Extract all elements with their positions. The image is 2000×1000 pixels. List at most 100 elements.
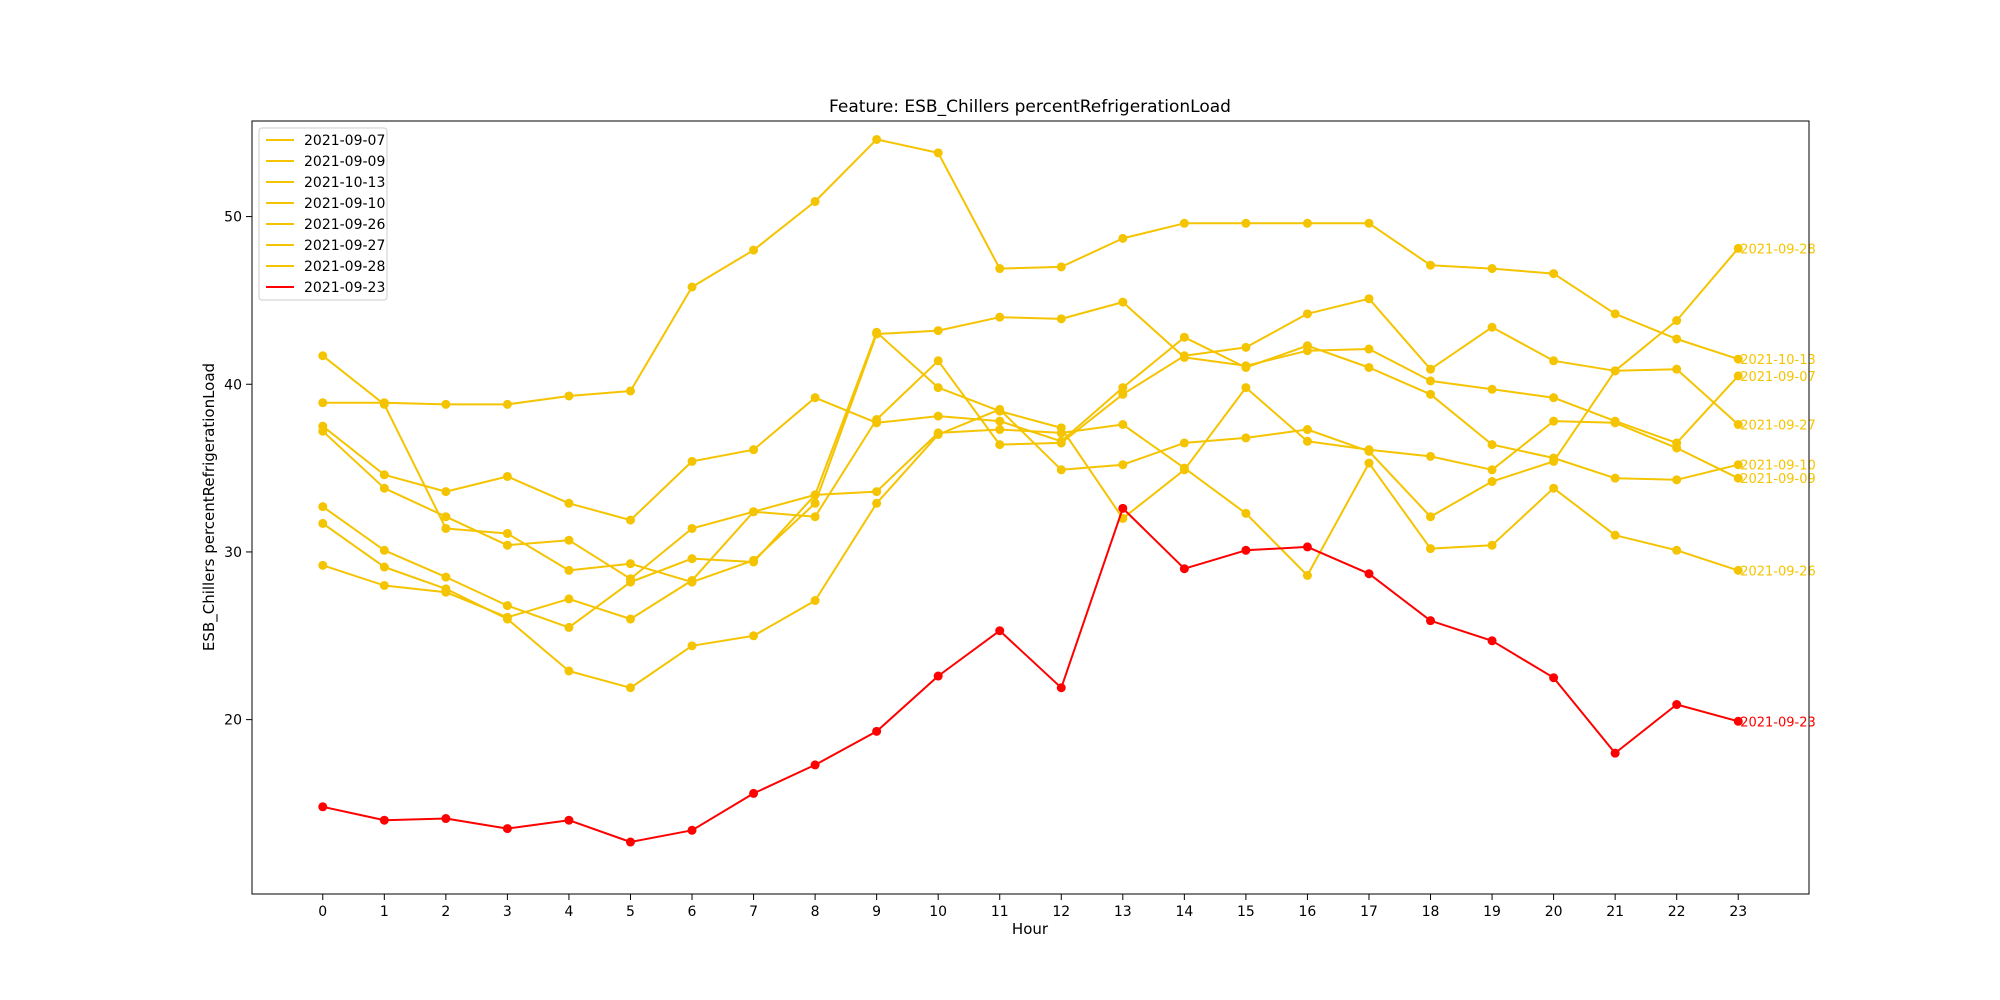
data-point <box>1302 570 1312 580</box>
x-tick-label: 20 <box>1545 904 1563 920</box>
data-point <box>749 631 759 641</box>
data-point <box>1672 334 1682 344</box>
data-point <box>1672 475 1682 485</box>
data-point <box>749 245 759 255</box>
data-point <box>1241 362 1251 372</box>
data-point <box>318 802 328 812</box>
data-point <box>933 148 943 158</box>
data-point <box>872 414 882 424</box>
series-end-label: 2021-10-13 <box>1740 353 1816 368</box>
data-point <box>1672 443 1682 453</box>
data-point <box>1733 460 1743 470</box>
data-point <box>1241 383 1251 393</box>
data-point <box>1426 376 1436 386</box>
data-point <box>1056 314 1066 324</box>
data-point <box>1364 446 1374 456</box>
y-axis-title: ESB_Chillers percentRefrigerationLoad <box>200 363 219 651</box>
x-tick-label: 18 <box>1422 904 1440 920</box>
data-point <box>625 386 635 396</box>
data-point <box>1549 673 1559 683</box>
data-point <box>625 515 635 525</box>
series-2021-09-26 <box>318 419 1743 624</box>
data-point <box>625 837 635 847</box>
data-point <box>379 470 389 480</box>
data-point <box>1241 218 1251 228</box>
data-point <box>379 562 389 572</box>
series-layer <box>318 134 1743 847</box>
data-point <box>502 614 512 624</box>
data-point <box>933 326 943 336</box>
data-point <box>318 502 328 512</box>
data-point <box>318 398 328 408</box>
series-2021-09-23 <box>318 503 1743 847</box>
y-tick-label: 20 <box>224 713 242 729</box>
legend-label: 2021-09-23 <box>304 280 385 296</box>
x-tick-label: 7 <box>749 904 758 920</box>
data-point <box>1179 564 1189 574</box>
data-point <box>1056 428 1066 438</box>
data-point <box>625 683 635 693</box>
series-end-label: 2021-09-07 <box>1740 370 1816 385</box>
data-point <box>1672 364 1682 374</box>
data-point <box>872 726 882 736</box>
x-tick-label: 5 <box>626 904 635 920</box>
data-point <box>1733 243 1743 253</box>
data-point <box>933 671 943 681</box>
legend-label: 2021-09-28 <box>304 259 385 275</box>
data-point <box>502 399 512 409</box>
data-point <box>1610 418 1620 428</box>
data-point <box>1426 260 1436 270</box>
data-point <box>564 535 574 545</box>
x-tick-label: 6 <box>688 904 697 920</box>
legend-label: 2021-09-26 <box>304 217 385 233</box>
data-point <box>1672 700 1682 710</box>
data-point <box>1549 356 1559 366</box>
data-point <box>1056 438 1066 448</box>
data-point <box>564 565 574 575</box>
x-tick-label: 11 <box>991 904 1009 920</box>
data-point <box>625 614 635 624</box>
data-point <box>1426 389 1436 399</box>
plot-frame <box>251 120 1810 895</box>
data-point <box>1487 384 1497 394</box>
data-point <box>379 815 389 825</box>
data-point <box>810 490 820 500</box>
x-axis: 0 1 2 3 4 5 6 7 8 9 10 11 12 13 14 15 16 17 18 19 20 21 22 23 <box>318 894 1747 920</box>
data-point <box>933 411 943 421</box>
y-tick-label: 40 <box>224 377 242 393</box>
data-point <box>1610 366 1620 376</box>
data-point <box>564 815 574 825</box>
data-point <box>1426 512 1436 522</box>
data-point <box>810 512 820 522</box>
data-point <box>502 471 512 481</box>
x-tick-label: 17 <box>1360 904 1378 920</box>
series-end-label: 2021-09-27 <box>1740 418 1816 433</box>
data-point <box>687 456 697 466</box>
x-tick-label: 8 <box>811 904 820 920</box>
x-tick-label: 19 <box>1483 904 1501 920</box>
data-point <box>1733 473 1743 483</box>
data-point <box>1118 233 1128 243</box>
data-point <box>1549 456 1559 466</box>
data-point <box>687 825 697 835</box>
data-point <box>1118 419 1128 429</box>
data-point <box>1302 425 1312 435</box>
y-tick-label: 30 <box>224 545 242 561</box>
legend-label: 2021-09-07 <box>304 133 385 149</box>
data-point <box>379 545 389 555</box>
data-point <box>995 404 1005 414</box>
data-point <box>1672 316 1682 326</box>
data-point <box>933 430 943 440</box>
data-point <box>625 559 635 569</box>
data-point <box>1241 508 1251 518</box>
data-point <box>502 528 512 538</box>
data-point <box>1179 463 1189 473</box>
data-point <box>1056 683 1066 693</box>
data-point <box>1733 716 1743 726</box>
series-end-label: 2021-09-10 <box>1740 459 1816 474</box>
data-point <box>687 575 697 585</box>
x-tick-label: 3 <box>503 904 512 920</box>
data-point <box>318 518 328 528</box>
data-point <box>441 584 451 594</box>
legend-item: 2021-09-23 <box>266 280 385 296</box>
